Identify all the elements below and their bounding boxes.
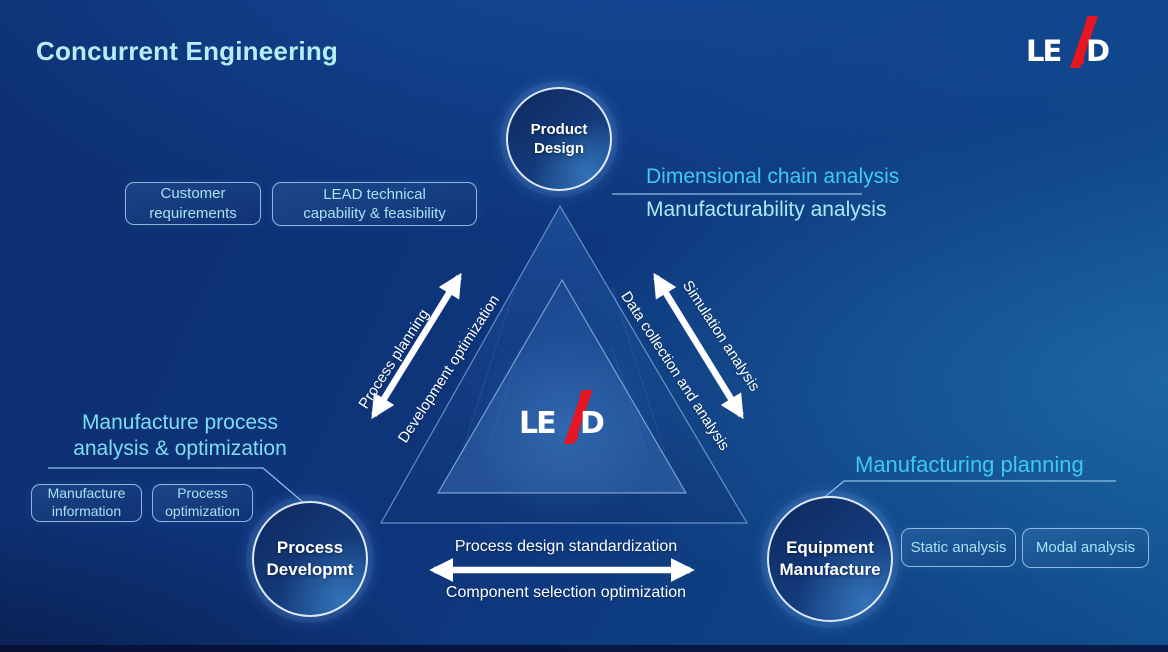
callout-manufacture-process: Manufacture process analysis & optimizat… <box>40 410 320 462</box>
chip-process-optimization: Process optimization <box>152 484 253 522</box>
design-process-arrow <box>371 272 462 420</box>
chip-line: information <box>51 503 122 519</box>
callout-line: analysis & optimization <box>73 436 287 460</box>
chip-static-analysis: Static analysis <box>901 528 1016 567</box>
chip-line: Manufacture <box>47 485 126 502</box>
outer-triangle <box>379 204 749 524</box>
node-label-line: Design <box>533 140 584 157</box>
lead-logo-letters-right: D <box>1086 34 1110 68</box>
chip-line: LEAD technical <box>323 185 426 203</box>
arrow-label-process-design-standardization: Process design standardization <box>454 538 678 555</box>
chip-manufacture-information: Manufacture information <box>31 484 142 522</box>
node-label-line: Manufacture <box>779 560 881 579</box>
chip-line: capability & feasibility <box>303 205 446 222</box>
callout-line: Manufacture process <box>81 411 279 434</box>
chip-line: Customer <box>160 185 226 203</box>
callout-manufacturability-analysis: Manufacturability analysis <box>646 198 887 221</box>
node-label-line: Product <box>530 120 588 138</box>
node-equipment-manufacture: Equipment Manufacture <box>767 496 893 622</box>
page-title: Concurrent Engineering <box>36 36 338 66</box>
chip-line: Modal analysis <box>1035 539 1136 557</box>
chip-lead-capability: LEAD technical capability & feasibility <box>272 182 477 226</box>
node-label-line: Developmt <box>266 560 354 579</box>
chip-line: requirements <box>149 204 237 222</box>
lead-logo-center: LE D <box>519 390 611 448</box>
node-process-development: Process Developmt <box>252 501 368 617</box>
bottom-edge-strip <box>0 645 1168 652</box>
callout-dimensional-chain-analysis: Dimensional chain analysis <box>646 165 900 188</box>
arrow-label-component-selection-optimization: Component selection optimization <box>445 584 687 601</box>
chip-line: optimization <box>165 503 240 519</box>
node-product-design: Product Design <box>506 87 612 191</box>
lead-logo-letters-left: LE <box>1026 34 1062 68</box>
node-label-line: Process <box>276 537 344 557</box>
lead-logo-letters-left: LE <box>519 406 557 441</box>
chip-modal-analysis: Modal analysis <box>1022 528 1149 568</box>
chip-customer-requirements: Customer requirements <box>125 182 261 225</box>
chip-line: Static analysis <box>910 538 1007 556</box>
chip-line: Process <box>177 485 228 502</box>
lead-logo-letters-right: D <box>580 406 605 441</box>
lead-logo: LE D <box>1026 14 1122 72</box>
callout-manufacturing-planning: Manufacturing planning <box>855 452 1084 477</box>
node-label-line: Equipment <box>786 537 874 557</box>
arrow-label-simulation-analysis: Simulation analysis <box>678 277 764 395</box>
equipment-callout-line <box>819 480 1116 502</box>
